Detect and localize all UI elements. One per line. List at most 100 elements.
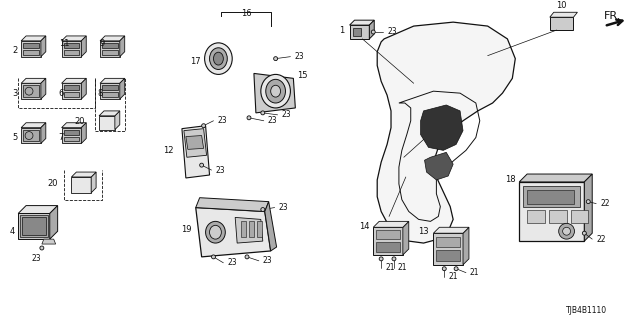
Ellipse shape xyxy=(205,43,232,75)
Text: 20: 20 xyxy=(47,180,58,188)
Polygon shape xyxy=(349,25,369,39)
Polygon shape xyxy=(81,78,86,99)
Polygon shape xyxy=(527,210,545,223)
Polygon shape xyxy=(72,172,96,177)
Text: 4: 4 xyxy=(10,227,15,236)
Text: 10: 10 xyxy=(556,1,567,10)
Polygon shape xyxy=(100,41,120,57)
Polygon shape xyxy=(373,221,409,227)
Polygon shape xyxy=(41,78,46,99)
Polygon shape xyxy=(63,43,79,48)
Text: 6: 6 xyxy=(59,89,64,98)
Polygon shape xyxy=(369,20,374,39)
Polygon shape xyxy=(196,198,269,212)
Polygon shape xyxy=(61,83,81,99)
Text: 23: 23 xyxy=(282,110,291,119)
Ellipse shape xyxy=(214,52,223,65)
Text: 23: 23 xyxy=(278,203,288,212)
Polygon shape xyxy=(420,105,463,150)
Text: 23: 23 xyxy=(268,116,277,125)
Polygon shape xyxy=(63,130,79,135)
Polygon shape xyxy=(63,92,79,97)
Text: 23: 23 xyxy=(294,52,304,61)
Polygon shape xyxy=(63,50,79,55)
Polygon shape xyxy=(102,50,118,55)
Polygon shape xyxy=(436,237,460,247)
Polygon shape xyxy=(249,221,254,237)
Text: 16: 16 xyxy=(241,9,252,18)
Polygon shape xyxy=(349,20,374,25)
Polygon shape xyxy=(41,36,46,57)
Polygon shape xyxy=(21,41,41,57)
Circle shape xyxy=(392,257,396,261)
Text: 14: 14 xyxy=(359,222,369,231)
Polygon shape xyxy=(61,128,81,143)
Text: 23: 23 xyxy=(227,258,237,267)
Ellipse shape xyxy=(266,79,285,103)
Ellipse shape xyxy=(271,85,280,97)
Polygon shape xyxy=(550,17,573,30)
Circle shape xyxy=(200,163,204,167)
Circle shape xyxy=(559,223,575,239)
Polygon shape xyxy=(102,92,118,97)
Polygon shape xyxy=(63,85,79,90)
Polygon shape xyxy=(102,85,118,90)
Polygon shape xyxy=(100,83,120,99)
Circle shape xyxy=(247,116,251,120)
Circle shape xyxy=(442,267,446,271)
Circle shape xyxy=(454,267,458,271)
Polygon shape xyxy=(21,128,41,143)
Polygon shape xyxy=(21,78,46,83)
Polygon shape xyxy=(23,43,39,48)
Polygon shape xyxy=(519,174,592,182)
Polygon shape xyxy=(102,43,118,48)
Polygon shape xyxy=(42,239,56,244)
Circle shape xyxy=(261,111,265,115)
Polygon shape xyxy=(241,221,246,237)
Circle shape xyxy=(40,246,44,250)
Polygon shape xyxy=(120,36,125,57)
Polygon shape xyxy=(61,36,86,41)
Text: 8: 8 xyxy=(97,89,102,98)
Text: 3: 3 xyxy=(12,89,18,98)
Polygon shape xyxy=(23,85,39,97)
Text: 9: 9 xyxy=(99,39,104,48)
Polygon shape xyxy=(433,233,463,265)
Polygon shape xyxy=(100,78,125,83)
Polygon shape xyxy=(18,205,58,213)
Polygon shape xyxy=(377,22,515,243)
Text: 15: 15 xyxy=(298,71,308,80)
Polygon shape xyxy=(99,111,120,116)
Polygon shape xyxy=(23,50,39,55)
Text: 11: 11 xyxy=(59,39,69,48)
Text: TJB4B1110: TJB4B1110 xyxy=(566,306,607,315)
Text: 7: 7 xyxy=(59,133,64,142)
Text: 23: 23 xyxy=(263,256,273,265)
Polygon shape xyxy=(63,137,79,141)
Text: FR.: FR. xyxy=(604,11,621,21)
Polygon shape xyxy=(235,217,263,243)
Polygon shape xyxy=(550,12,577,17)
Ellipse shape xyxy=(209,48,227,69)
Text: 13: 13 xyxy=(418,227,429,236)
Polygon shape xyxy=(22,217,46,235)
Text: 23: 23 xyxy=(216,165,225,175)
Polygon shape xyxy=(376,242,400,252)
Polygon shape xyxy=(433,227,469,233)
Polygon shape xyxy=(72,177,91,193)
Polygon shape xyxy=(257,221,262,237)
Polygon shape xyxy=(186,136,204,149)
Text: 23: 23 xyxy=(31,254,41,263)
Polygon shape xyxy=(61,123,86,128)
Polygon shape xyxy=(527,190,575,204)
Polygon shape xyxy=(519,182,584,241)
Circle shape xyxy=(379,257,383,261)
Polygon shape xyxy=(584,174,592,241)
Polygon shape xyxy=(549,210,566,223)
Polygon shape xyxy=(570,210,588,223)
Ellipse shape xyxy=(209,225,221,239)
Polygon shape xyxy=(23,130,39,141)
Text: 21: 21 xyxy=(448,272,458,281)
Polygon shape xyxy=(373,227,403,255)
Polygon shape xyxy=(20,215,48,237)
